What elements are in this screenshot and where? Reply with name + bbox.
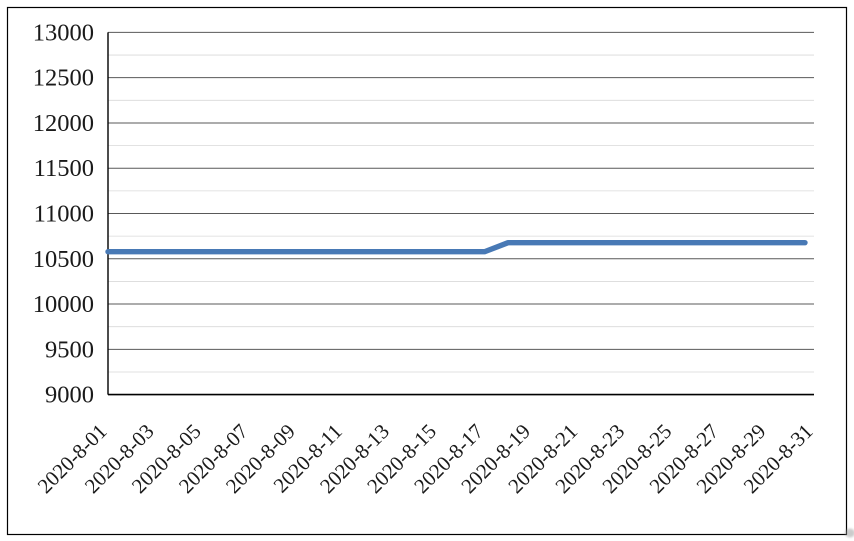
- svg-text:11500: 11500: [34, 155, 94, 182]
- svg-text:10500: 10500: [33, 246, 94, 273]
- svg-text:12500: 12500: [33, 65, 94, 92]
- svg-text:9000: 9000: [45, 382, 94, 409]
- svg-text:12000: 12000: [33, 110, 94, 137]
- svg-text:10000: 10000: [33, 291, 94, 318]
- svg-text:11000: 11000: [34, 201, 94, 228]
- svg-text:13000: 13000: [33, 19, 94, 46]
- svg-text:9500: 9500: [45, 336, 94, 363]
